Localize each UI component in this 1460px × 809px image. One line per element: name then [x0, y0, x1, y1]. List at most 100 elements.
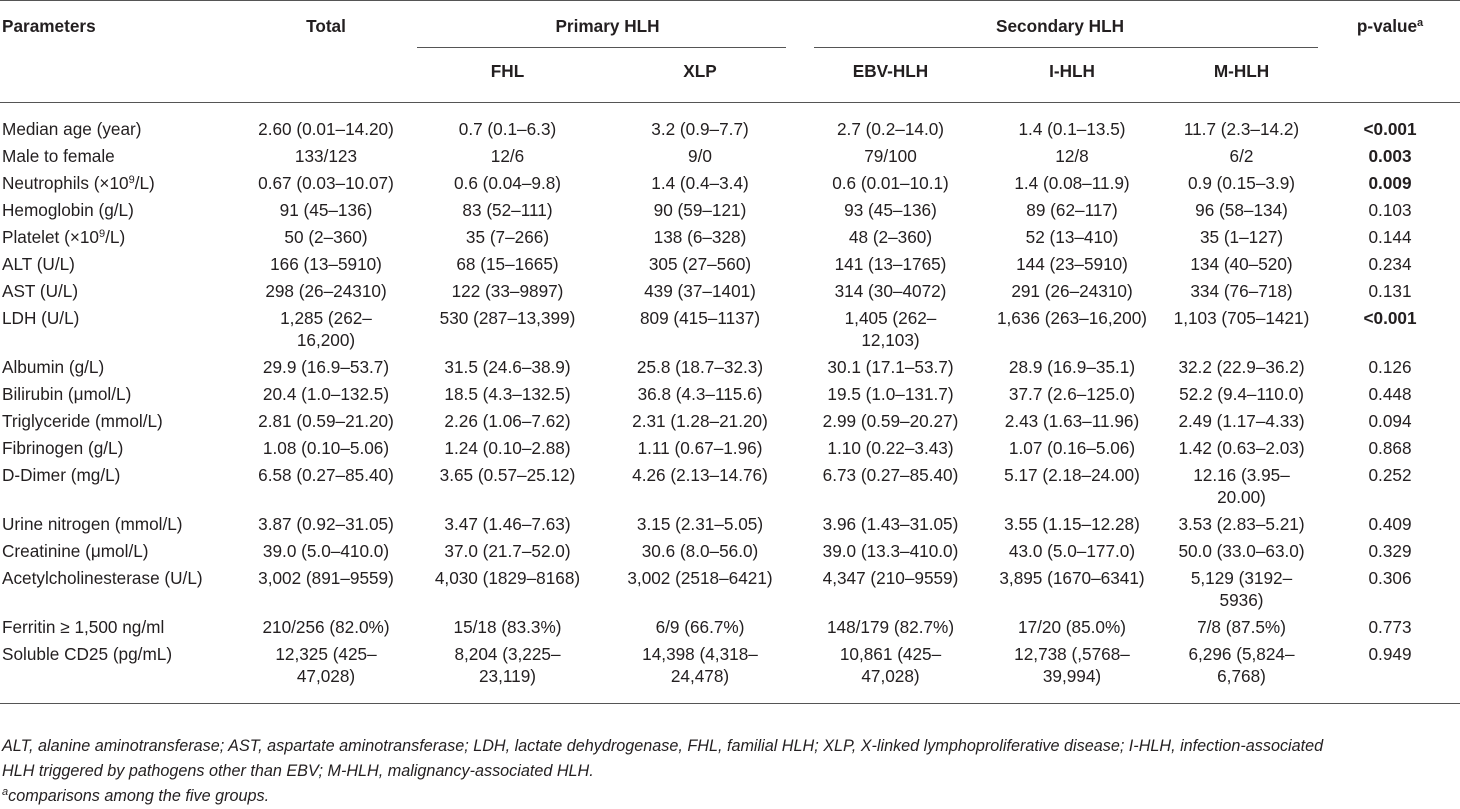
cell-ihlh: 89 (62–117) [1026, 199, 1118, 220]
cell-total: 20.4 (1.0–132.5) [262, 383, 390, 404]
header-xlp: XLP [600, 48, 800, 103]
cell-p-value: <0.001 [1363, 118, 1417, 139]
header-total: Total [237, 0, 415, 103]
cell-ihlh: 1.07 (0.16–5.06) [1008, 437, 1136, 458]
cell-p-value: 0.003 [1368, 145, 1412, 166]
parameter-name: Ferritin ≥ 1,500 ng/ml [2, 616, 165, 637]
cell-xlp: 809 (415–1137) [639, 307, 761, 328]
cell-xlp: 3,002 (2518–6421) [627, 567, 773, 588]
cell-fhl: 18.5 (4.3–132.5) [444, 383, 571, 404]
cell-mhlh: 12.16 (3.95– 20.00) [1193, 464, 1290, 507]
cell-mhlh: 3.53 (2.83–5.21) [1178, 513, 1305, 534]
cell-xlp: 4.26 (2.13–14.76) [632, 464, 768, 485]
hlh-parameters-table: Parameters Total Primary HLH Secondary H… [0, 0, 1460, 704]
cell-fhl: 68 (15–1665) [456, 253, 559, 274]
cell-xlp: 2.31 (1.28–21.20) [632, 410, 768, 431]
cell-mhlh: 7/8 (87.5%) [1197, 616, 1286, 637]
cell-p-value: 0.103 [1368, 199, 1412, 220]
parameter-name: Albumin (g/L) [2, 356, 105, 377]
cell-total: 133/123 [294, 145, 358, 166]
cell-p-value: 0.868 [1368, 437, 1412, 458]
cell-p-value: 0.234 [1368, 253, 1412, 274]
cell-mhlh: 1,103 (705–1421) [1173, 307, 1310, 328]
cell-xlp: 14,398 (4,318– 24,478) [600, 642, 800, 704]
cell-fhl: 0.7 (0.1–6.3) [458, 118, 557, 139]
cell-total: 0.67 (0.03–10.07) [258, 172, 394, 193]
cell-ihlh: 52 (13–410) [1025, 226, 1119, 247]
cell-ebv: 30.1 (17.1–53.7) [827, 356, 954, 377]
table-row: Platelet (×109/L) 50 (2–360) 35 (7–266) 138… [0, 226, 1460, 253]
cell-ebv: 4,347 (210–9559) [822, 567, 959, 588]
table-row: Bilirubin (μmol/L) 20.4 (1.0–132.5) 18.5 (… [0, 383, 1460, 410]
header-p-value: p-valuea [1320, 0, 1460, 103]
cell-ebv: 1.10 (0.22–3.43) [827, 437, 954, 458]
parameter-name: Male to female [2, 145, 115, 166]
cell-p-value: 0.306 [1368, 567, 1412, 588]
table-row: Fibrinogen (g/L) 1.08 (0.10–5.06) 1.24 (0.… [0, 437, 1460, 464]
cell-ihlh: 5.17 (2.18–24.00) [1004, 464, 1140, 485]
cell-p-value: 0.448 [1368, 383, 1412, 404]
cell-ebv: 3.96 (1.43–31.05) [822, 513, 959, 534]
table-row: Neutrophils (×109/L) 0.67 (0.03–10.07) 0.6… [0, 172, 1460, 199]
cell-p-value: 0.949 [1320, 642, 1460, 704]
cell-p-value: 0.144 [1368, 226, 1412, 247]
cell-mhlh: 6,296 (5,824– 6,768) [1163, 642, 1321, 704]
parameter-name: Bilirubin (μmol/L) [2, 383, 132, 404]
cell-fhl: 530 (287–13,399) [439, 307, 576, 328]
cell-total: 39.0 (5.0–410.0) [262, 540, 390, 561]
table-footnote: ALT, alanine aminotransferase; AST, aspa… [2, 734, 1458, 809]
table-row: Albumin (g/L) 29.9 (16.9–53.7) 31.5 (24.6–… [0, 356, 1460, 383]
cell-p-value: 0.409 [1368, 513, 1412, 534]
cell-ebv: 79/100 [864, 145, 917, 166]
table-row: Male to female 133/123 12/6 9/0 79/100 12/8 6/… [0, 145, 1460, 172]
cell-p-value: 0.329 [1368, 540, 1412, 561]
cell-fhl: 8,204 (3,225– 23,119) [415, 642, 600, 704]
cell-mhlh: 5,129 (3192– 5936) [1190, 567, 1293, 610]
header-fhl: FHL [415, 48, 600, 103]
table-row: LDH (U/L) 1,285 (262– 16,200) 530 (287–13,3… [0, 307, 1460, 356]
cell-ihlh: 28.9 (16.9–35.1) [1008, 356, 1136, 377]
cell-mhlh: 35 (1–127) [1199, 226, 1284, 247]
cell-xlp: 439 (37–1401) [644, 280, 756, 301]
cell-xlp: 30.6 (8.0–56.0) [641, 540, 759, 561]
table-row: D-Dimer (mg/L) 6.58 (0.27–85.40) 3.65 (0.5… [0, 464, 1460, 513]
table-body: Median age (year) 2.60 (0.01–14.20) 0.7 (0… [0, 102, 1460, 704]
cell-mhlh: 6/2 [1229, 145, 1254, 166]
cell-total: 166 (13–5910) [270, 253, 382, 274]
cell-fhl: 1.24 (0.10–2.88) [444, 437, 571, 458]
cell-mhlh: 11.7 (2.3–14.2) [1183, 118, 1300, 139]
header-secondary-hlh: Secondary HLH [800, 0, 1320, 48]
cell-total: 3.87 (0.92–31.05) [258, 513, 394, 534]
cell-ihlh: 1,636 (263–16,200) [996, 307, 1148, 328]
cell-xlp: 305 (27–560) [648, 253, 752, 274]
cell-total: 1,285 (262– 16,200) [280, 307, 372, 350]
cell-ebv: 314 (30–4072) [834, 280, 947, 301]
cell-total: 50 (2–360) [284, 226, 368, 247]
cell-fhl: 12/6 [490, 145, 525, 166]
cell-ihlh: 12,738 (,5768– 39,994) [981, 642, 1163, 704]
header-parameters: Parameters [0, 0, 237, 103]
cell-xlp: 3.2 (0.9–7.7) [651, 118, 749, 139]
cell-ihlh: 1.4 (0.08–11.9) [1014, 172, 1130, 193]
table-row: ALT (U/L) 166 (13–5910) 68 (15–1665) 305 (2… [0, 253, 1460, 280]
cell-ebv: 1,405 (262– 12,103) [844, 307, 937, 350]
cell-fhl: 0.6 (0.04–9.8) [453, 172, 562, 193]
cell-ebv: 2.7 (0.2–14.0) [836, 118, 945, 139]
header-primary-hlh: Primary HLH [415, 0, 800, 48]
parameter-name: Soluble CD25 (pg/mL) [0, 642, 237, 704]
cell-xlp: 90 (59–121) [653, 199, 747, 220]
cell-p-value: <0.001 [1363, 307, 1417, 328]
cell-ihlh: 1.4 (0.1–13.5) [1018, 118, 1126, 139]
cell-mhlh: 1.42 (0.63–2.03) [1178, 437, 1305, 458]
parameter-name: Neutrophils (×109/L) [2, 172, 155, 193]
cell-xlp: 1.4 (0.4–3.4) [651, 172, 749, 193]
header-ebv-hlh: EBV-HLH [800, 48, 981, 103]
cell-total: 2.60 (0.01–14.20) [258, 118, 394, 139]
header-m-hlh: M-HLH [1163, 48, 1321, 103]
cell-ihlh: 37.7 (2.6–125.0) [1008, 383, 1136, 404]
parameter-name: LDH (U/L) [2, 307, 80, 328]
table-row: Soluble CD25 (pg/mL) 12,325 (425– 47,028) 8… [0, 642, 1460, 704]
parameter-name: Acetylcholinesterase (U/L) [2, 567, 203, 588]
cell-fhl: 4,030 (1829–8168) [434, 567, 581, 588]
cell-fhl: 2.26 (1.06–7.62) [444, 410, 571, 431]
